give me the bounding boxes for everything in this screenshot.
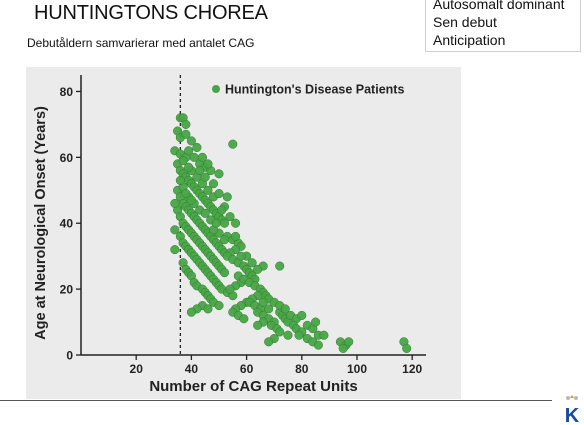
key-fact-3: Anticipation xyxy=(433,32,506,48)
legend-label: Huntington's Disease Patients xyxy=(225,83,404,97)
data-point xyxy=(225,212,235,222)
data-point xyxy=(239,314,249,324)
data-point xyxy=(402,343,412,353)
data-point xyxy=(203,304,213,314)
university-logo-icon: K xyxy=(565,395,580,424)
x-tick-label: 60 xyxy=(240,362,254,376)
data-point xyxy=(217,205,227,215)
data-point xyxy=(225,284,235,294)
data-point xyxy=(200,208,210,218)
data-point xyxy=(192,142,202,153)
data-point xyxy=(280,304,290,314)
y-tick-label: 20 xyxy=(60,283,74,297)
data-point xyxy=(214,189,224,199)
data-point xyxy=(178,156,188,166)
x-axis-label: Number of CAG Repeat Units xyxy=(149,378,357,395)
data-point xyxy=(311,317,321,327)
data-point xyxy=(297,310,307,321)
data-point xyxy=(170,245,180,255)
data-point xyxy=(181,189,191,199)
x-tick-label: 100 xyxy=(347,362,367,376)
data-point xyxy=(184,162,194,172)
x-tick-label: 80 xyxy=(295,362,309,376)
data-point xyxy=(186,195,196,205)
data-point xyxy=(264,304,274,314)
footer-divider xyxy=(0,400,552,401)
legend-marker xyxy=(212,85,220,93)
x-tick-label: 40 xyxy=(185,362,199,376)
y-axis-label: Age at Neurological Onset (Years) xyxy=(33,106,49,340)
scatter-chart: 0 20 40 60 80 20 40 60 80 100 120 Number of CAG Rep… xyxy=(33,75,426,395)
data-point xyxy=(313,340,323,350)
data-point xyxy=(231,218,241,228)
slide-title: HUNTINGTONS CHOREA xyxy=(34,2,268,24)
data-point xyxy=(200,172,210,182)
x-tick-label: 120 xyxy=(402,362,422,376)
data-point xyxy=(181,119,191,129)
data-point xyxy=(231,231,241,241)
data-point xyxy=(283,330,293,340)
y-tick-label: 80 xyxy=(60,85,74,99)
key-fact-1: Autosomalt dominant xyxy=(433,0,565,12)
key-fact-2: Sen debut xyxy=(433,14,497,30)
data-point xyxy=(214,169,224,179)
data-point xyxy=(253,264,263,274)
data-point xyxy=(264,337,274,347)
y-tick-label: 0 xyxy=(66,349,73,363)
data-point xyxy=(186,136,196,146)
data-point xyxy=(175,175,185,185)
data-point xyxy=(338,343,348,353)
data-point xyxy=(236,251,246,261)
data-point xyxy=(222,192,232,202)
data-point xyxy=(258,297,268,307)
data-point xyxy=(181,129,191,139)
data-point xyxy=(214,301,224,311)
data-point xyxy=(219,268,230,278)
logo-letter: K xyxy=(565,405,580,424)
data-point xyxy=(253,320,263,330)
data-point xyxy=(228,139,238,149)
scatter-chart-panel: 0 20 40 60 80 20 40 60 80 100 120 Number of CAG Rep… xyxy=(26,67,461,399)
data-point xyxy=(197,152,207,162)
data-point xyxy=(203,185,213,195)
data-point xyxy=(203,159,213,169)
data-point xyxy=(275,261,285,271)
data-point xyxy=(275,327,285,337)
y-tick-label: 40 xyxy=(60,217,74,231)
data-point xyxy=(170,225,180,235)
data-point xyxy=(184,146,194,156)
data-point xyxy=(294,330,304,340)
data-point xyxy=(170,198,180,209)
y-tick-label: 60 xyxy=(60,151,74,165)
data-point xyxy=(195,165,205,176)
slide-subtitle: Debutåldern samvarierar med antalet CAG xyxy=(27,36,255,50)
data-point xyxy=(211,218,221,228)
data-point xyxy=(319,330,329,340)
data-point xyxy=(186,307,196,317)
data-point xyxy=(344,337,354,347)
x-tick-label: 20 xyxy=(130,362,144,376)
key-facts-box: Autosomalt dominant Sen debut Anticipati… xyxy=(425,0,581,52)
data-point xyxy=(219,235,230,245)
data-point xyxy=(208,179,219,189)
data-point xyxy=(247,258,257,268)
